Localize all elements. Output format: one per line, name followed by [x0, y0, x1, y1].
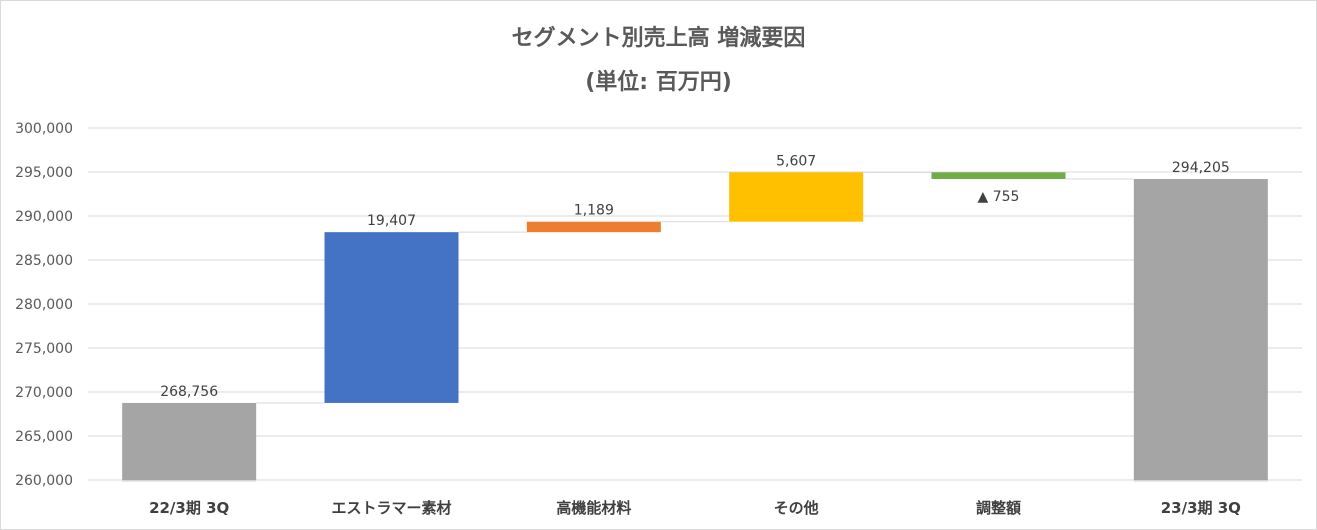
data-label: 19,407	[367, 213, 416, 229]
data-label: 294,205	[1172, 160, 1230, 176]
y-tick-label: 295,000	[15, 165, 73, 181]
x-category-label: 22/3期 3Q	[149, 499, 229, 517]
y-tick-label: 290,000	[15, 209, 73, 225]
x-category-label: 23/3期 3Q	[1161, 499, 1241, 517]
y-tick-label: 285,000	[15, 253, 73, 269]
bar	[729, 172, 864, 222]
y-tick-label: 265,000	[15, 429, 73, 445]
connectors	[256, 171, 1134, 404]
data-label: 1,189	[574, 203, 614, 219]
y-tick-label: 280,000	[15, 297, 73, 313]
bar	[526, 221, 661, 233]
bar	[324, 232, 459, 403]
x-category-label: その他	[774, 499, 819, 517]
chart-title: セグメント別売上高 増減要因	[511, 26, 806, 51]
x-category-label: 調整額	[976, 499, 1021, 517]
data-labels: 268,756 19,407 1,189 5,607 ▲ 755 294,205	[160, 153, 1230, 400]
y-tick-label: 270,000	[15, 385, 73, 401]
bar	[122, 402, 257, 480]
x-category-label: 高機能材料	[556, 499, 631, 517]
bar	[931, 172, 1066, 179]
y-tick-label: 275,000	[15, 341, 73, 357]
bar	[1133, 178, 1268, 480]
gridlines	[88, 127, 1302, 481]
y-tick-label: 260,000	[15, 473, 73, 489]
bars	[122, 172, 1268, 482]
data-label: 268,756	[160, 384, 218, 400]
x-axis-categories: 22/3期 3Q エストラマー素材 高機能材料 その他 調整額 23/3期 3Q	[149, 499, 1241, 517]
data-label: 5,607	[776, 153, 816, 169]
y-tick-label: 300,000	[15, 121, 73, 137]
chart-subtitle: (単位: 百万円)	[585, 70, 732, 95]
x-category-label: エストラマー素材	[331, 499, 451, 517]
data-label: ▲ 755	[978, 189, 1020, 205]
y-axis-ticks: 260,000 265,000 270,000 275,000 280,000 285,0…	[15, 121, 73, 489]
